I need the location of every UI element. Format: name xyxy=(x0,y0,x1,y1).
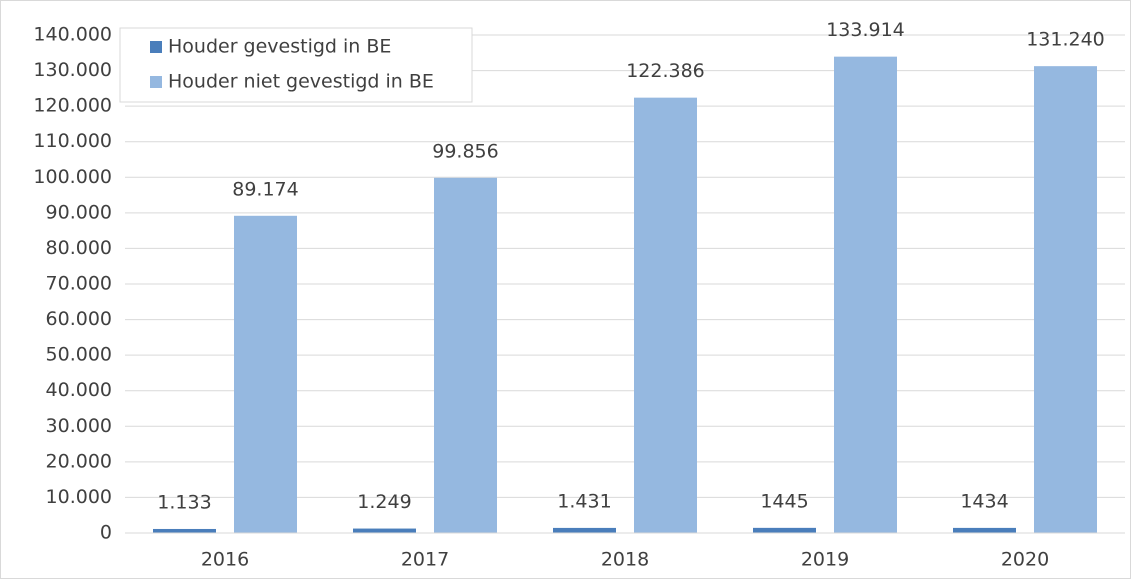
x-tick-label: 2018 xyxy=(601,549,649,571)
bar xyxy=(753,527,816,533)
bar xyxy=(634,97,697,533)
y-tick-label: 110.000 xyxy=(33,130,112,152)
data-label: 89.174 xyxy=(232,178,298,200)
y-tick-label: 130.000 xyxy=(33,59,112,81)
y-tick-label: 120.000 xyxy=(33,95,112,117)
legend-swatch xyxy=(150,76,162,88)
y-tick-label: 40.000 xyxy=(46,379,112,401)
y-tick-label: 10.000 xyxy=(46,486,112,508)
legend-label: Houder gevestigd in BE xyxy=(168,36,391,58)
y-tick-label: 60.000 xyxy=(46,308,112,330)
data-label: 133.914 xyxy=(826,19,905,41)
y-tick-label: 100.000 xyxy=(33,166,112,188)
y-tick-label: 30.000 xyxy=(46,415,112,437)
data-label: 1.431 xyxy=(557,490,611,512)
x-tick-label: 2020 xyxy=(1001,549,1049,571)
data-label: 131.240 xyxy=(1026,29,1105,51)
x-tick-label: 2017 xyxy=(401,549,449,571)
x-tick-label: 2019 xyxy=(801,549,849,571)
data-label: 122.386 xyxy=(626,60,705,82)
bar xyxy=(153,528,216,533)
legend-box xyxy=(119,27,473,103)
bar xyxy=(834,56,897,533)
y-tick-label: 140.000 xyxy=(33,24,112,46)
x-tick-label: 2016 xyxy=(201,549,249,571)
bar xyxy=(1034,66,1097,533)
y-tick-label: 20.000 xyxy=(46,450,112,472)
legend-swatch xyxy=(150,41,162,53)
bar xyxy=(953,527,1016,533)
data-label: 1434 xyxy=(960,490,1008,512)
data-label: 99.856 xyxy=(432,140,498,162)
y-tick-label: 80.000 xyxy=(46,237,112,259)
bar xyxy=(553,527,616,533)
data-label: 1.249 xyxy=(357,491,411,513)
y-tick-label: 50.000 xyxy=(46,344,112,366)
legend-label: Houder niet gevestigd in BE xyxy=(168,71,434,93)
y-tick-label: 70.000 xyxy=(46,273,112,295)
data-label: 1445 xyxy=(760,490,808,512)
bar xyxy=(353,528,416,533)
bar xyxy=(434,177,497,533)
y-tick-label: 90.000 xyxy=(46,201,112,223)
bar xyxy=(234,215,297,533)
y-tick-label: 0 xyxy=(100,522,112,544)
data-label: 1.133 xyxy=(157,491,211,513)
